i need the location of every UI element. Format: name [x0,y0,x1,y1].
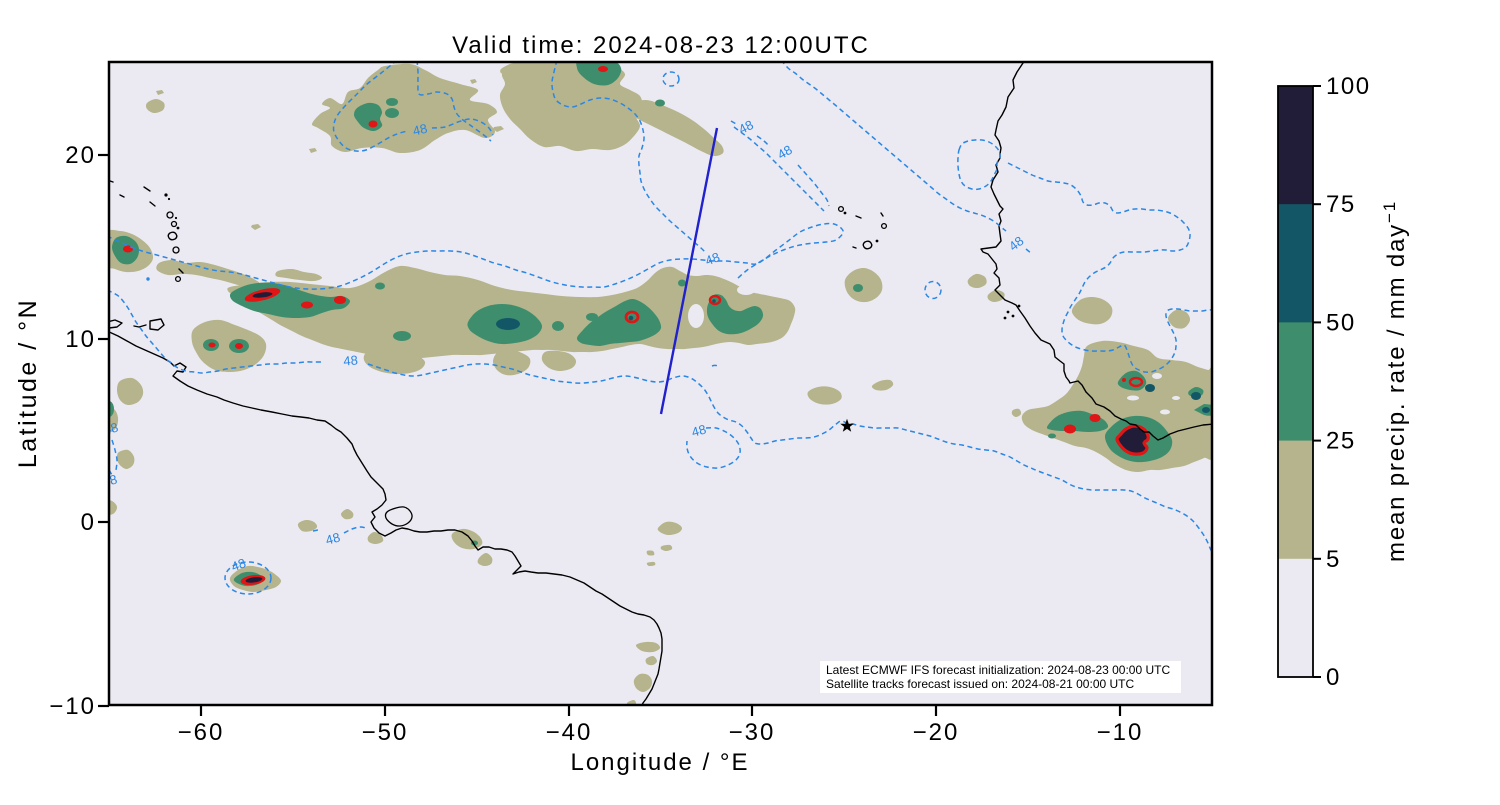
svg-text:Valid time: 2024-08-23 12:00UT: Valid time: 2024-08-23 12:00UTC [452,32,870,59]
svg-text:10: 10 [65,326,96,353]
svg-text:Longitude / °E: Longitude / °E [570,749,749,776]
svg-text:0: 0 [81,509,96,536]
svg-text:48: 48 [703,249,722,268]
svg-text:−40: −40 [546,719,593,746]
svg-text:5: 5 [1326,546,1341,573]
svg-text:75: 75 [1326,191,1356,218]
svg-text:−20: −20 [913,719,960,746]
svg-text:48: 48 [775,142,795,162]
svg-text:20: 20 [65,142,96,169]
svg-text:100: 100 [1326,73,1371,100]
svg-text:−50: −50 [362,719,409,746]
svg-text:Latitude / °N: Latitude / °N [14,298,42,468]
svg-text:−30: −30 [729,719,776,746]
svg-text:48: 48 [324,530,342,548]
svg-text:−10: −10 [1097,719,1144,746]
svg-text:Satellite tracks forecast issu: Satellite tracks forecast issued on: 202… [826,677,1134,691]
svg-text:48: 48 [101,472,119,490]
svg-text:−10: −10 [49,693,96,720]
svg-text:0: 0 [1326,664,1341,691]
svg-text:48: 48 [736,117,756,137]
svg-text:mean precip. rate / mm day−1: mean precip. rate / mm day−1 [1380,200,1410,562]
svg-text:48: 48 [690,422,708,440]
svg-text:25: 25 [1326,428,1356,455]
svg-text:48: 48 [102,420,120,438]
svg-text:Latest ECMWF IFS forecast init: Latest ECMWF IFS forecast initialization… [826,663,1170,677]
svg-text:48: 48 [411,121,428,139]
svg-text:−60: −60 [178,719,225,746]
svg-text:48: 48 [229,555,248,574]
svg-text:50: 50 [1326,309,1356,336]
svg-text:48: 48 [343,352,359,368]
